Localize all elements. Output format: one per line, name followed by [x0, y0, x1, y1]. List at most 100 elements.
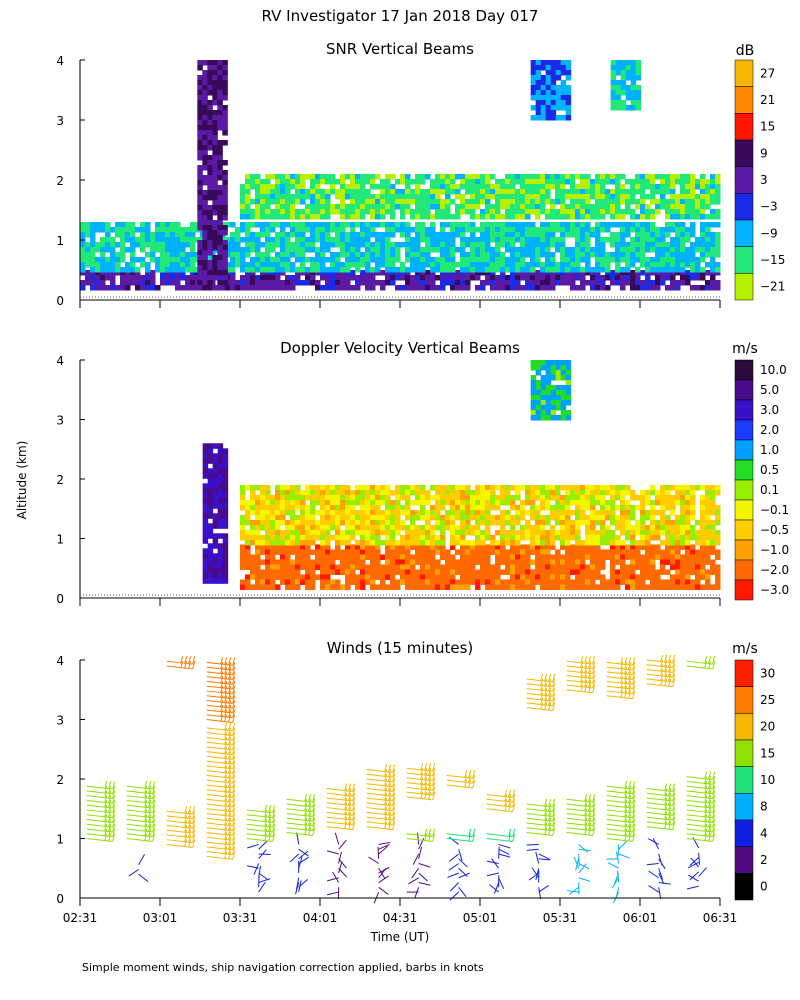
heatmap-cell [475, 237, 481, 243]
heatmap-cell [155, 267, 161, 273]
heatmap-cell [460, 564, 466, 570]
heatmap-cell [212, 85, 218, 91]
heatmap-cell [265, 499, 271, 506]
heatmap-cell [270, 199, 276, 205]
heatmap-cell [530, 380, 537, 386]
heatmap-cell [370, 569, 376, 575]
heatmap-cell [230, 237, 236, 243]
heatmap-cell [690, 504, 696, 511]
heatmap-cell [217, 453, 224, 459]
heatmap-cell [222, 200, 228, 206]
heatmap-cell [90, 232, 96, 238]
heatmap-cell [305, 534, 311, 541]
heatmap-cell [695, 199, 701, 205]
wind-barb [338, 861, 343, 874]
heatmap-cell [560, 90, 567, 96]
heatmap-cell [500, 237, 506, 243]
heatmap-cell [335, 549, 341, 555]
heatmap-cell [470, 247, 476, 253]
heatmap-cell [270, 584, 276, 590]
heatmap-cell [545, 574, 551, 580]
heatmap-cell [325, 584, 331, 590]
heatmap-cell [550, 179, 556, 185]
wind-barb [406, 777, 436, 787]
heatmap-cell [345, 534, 351, 541]
heatmap-cell [715, 549, 721, 555]
heatmap-cell [385, 529, 391, 536]
heatmap-cell [620, 564, 626, 570]
heatmap-cell [680, 204, 686, 210]
heatmap-cell [395, 222, 401, 228]
heatmap-cell [485, 232, 491, 238]
heatmap-cell [380, 519, 386, 526]
heatmap-cell [685, 209, 691, 215]
heatmap-cell [202, 165, 208, 171]
heatmap-cell [385, 584, 391, 590]
heatmap-cell [510, 232, 516, 238]
heatmap-cell [202, 518, 209, 524]
heatmap-cell [495, 579, 501, 585]
heatmap-cell [525, 579, 531, 585]
heatmap-cell [320, 237, 326, 243]
heatmap-cell [655, 549, 661, 555]
heatmap-cell [250, 564, 256, 570]
heatmap-cell [660, 489, 666, 496]
heatmap-cell [375, 489, 381, 496]
heatmap-cell [405, 554, 411, 560]
heatmap-cell [590, 549, 596, 555]
heatmap-cell [365, 179, 371, 185]
heatmap-cell [240, 252, 246, 258]
heatmap-cell [670, 539, 676, 546]
heatmap-cell [240, 489, 246, 496]
heatmap-cell [440, 242, 446, 248]
heatmap-cell [255, 199, 261, 205]
heatmap-cell [650, 257, 656, 263]
heatmap-cell [430, 564, 436, 570]
heatmap-cell [465, 574, 471, 580]
heatmap-cell [605, 189, 611, 195]
heatmap-cell [570, 232, 576, 238]
wind-barb [166, 839, 196, 848]
heatmap-cell [370, 214, 376, 220]
heatmap-cell [385, 534, 391, 541]
heatmap-cell [295, 232, 301, 238]
heatmap-cell [675, 569, 681, 575]
heatmap-cell [700, 559, 706, 565]
heatmap-cell [560, 499, 566, 506]
heatmap-cell [650, 280, 656, 286]
heatmap-cell [202, 508, 209, 514]
heatmap-cell [550, 375, 557, 381]
heatmap-cell [207, 508, 214, 514]
heatmap-cell [435, 559, 441, 565]
heatmap-cell [175, 227, 181, 233]
heatmap-cell [250, 267, 256, 273]
heatmap-cell [355, 252, 361, 258]
heatmap-cell [460, 285, 466, 291]
heatmap-cell [155, 257, 161, 263]
heatmap-cell [540, 75, 547, 81]
heatmap-cell [665, 569, 671, 575]
heatmap-cell [310, 214, 316, 220]
heatmap-cell [500, 554, 506, 560]
heatmap-cell [605, 222, 611, 228]
heatmap-cell [202, 533, 209, 539]
heatmap-cell [575, 499, 581, 506]
heatmap-cell [685, 494, 691, 501]
wind-barb [366, 764, 396, 773]
heatmap-cell [207, 60, 213, 66]
heatmap-cell [475, 252, 481, 258]
heatmap-cell [280, 285, 286, 291]
heatmap-cell [390, 509, 396, 516]
heatmap-cell [675, 209, 681, 215]
heatmap-cell [545, 549, 551, 555]
heatmap-cell [222, 80, 228, 86]
heatmap-cell [540, 285, 546, 291]
heatmap-cell [610, 584, 616, 590]
heatmap-cell [705, 584, 711, 590]
heatmap-cell [680, 489, 686, 496]
heatmap-cell [355, 514, 361, 521]
heatmap-cell [212, 568, 219, 574]
heatmap-cell [570, 214, 576, 220]
heatmap-cell [197, 200, 203, 206]
heatmap-cell [665, 484, 671, 491]
